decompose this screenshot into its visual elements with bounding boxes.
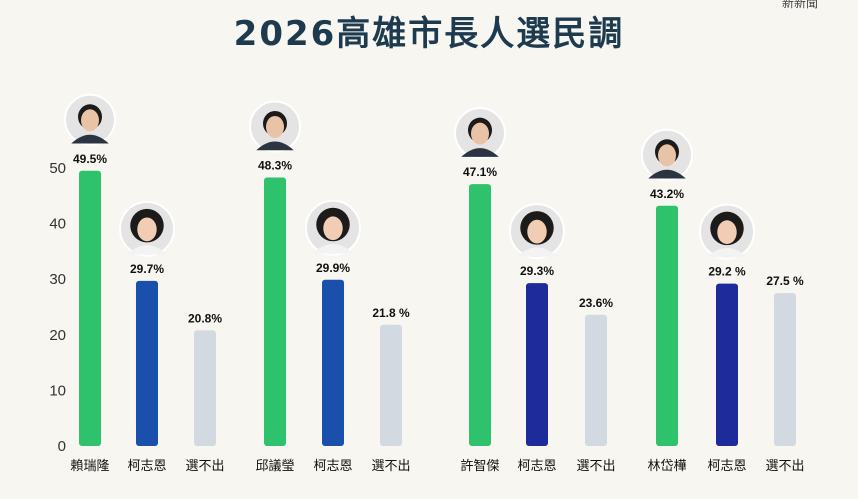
bar-value-label: 29.7% [130, 262, 164, 276]
category-label: 許智傑 [460, 459, 499, 474]
y-tick-label: 50 [49, 160, 66, 177]
y-tick-label: 0 [58, 438, 66, 455]
bar [585, 314, 607, 446]
watermark-text: 新新聞 [781, 0, 818, 10]
ko-chih-en-photo-icon [305, 199, 361, 256]
bar [194, 330, 216, 446]
y-tick-label: 20 [49, 327, 66, 344]
ko-chih-en-photo-icon [699, 203, 755, 260]
bar-value-label: 23.6% [579, 296, 613, 310]
bar [380, 324, 402, 446]
bar [322, 279, 344, 446]
category-label: 林岱樺 [647, 459, 686, 474]
category-label: 選不出 [185, 459, 224, 474]
bar [716, 283, 738, 446]
candidate-photo-icon [249, 100, 301, 153]
category-label: 柯志恩 [313, 459, 352, 474]
ko-chih-en-photo-icon [119, 200, 175, 257]
ko-chih-en-photo-icon [509, 203, 565, 260]
category-label: 選不出 [371, 459, 410, 474]
bar [656, 205, 678, 446]
y-tick-label: 30 [49, 271, 66, 288]
bar [526, 283, 548, 446]
category-label: 賴瑞隆 [70, 459, 109, 474]
bar [774, 293, 796, 446]
category-label: 柯志恩 [707, 459, 746, 474]
chart-title: 2026高雄市長人選民調 [233, 14, 625, 54]
bar [79, 170, 101, 446]
y-tick-label: 40 [49, 216, 66, 233]
bar-value-label: 48.3% [258, 158, 292, 172]
candidate-photo-icon [641, 128, 693, 181]
category-label: 選不出 [576, 459, 615, 474]
bar-value-label: 49.5% [73, 152, 107, 166]
bar [264, 177, 286, 446]
category-label: 選不出 [765, 459, 804, 474]
bar-value-label: 47.1% [463, 165, 497, 179]
bar-value-label: 29.3% [520, 264, 554, 278]
candidate-photo-icon [64, 93, 116, 146]
y-tick-label: 10 [49, 382, 66, 399]
category-label: 柯志恩 [517, 459, 556, 474]
bar-value-label: 29.9% [316, 261, 350, 275]
bar-value-label: 27.5 % [766, 274, 804, 288]
candidate-photo-icon [454, 107, 506, 160]
bar-value-label: 20.8% [188, 311, 222, 325]
bar [136, 280, 158, 446]
bar-value-label: 29.2 % [708, 265, 746, 279]
category-label: 邱議瑩 [255, 459, 294, 474]
category-label: 柯志恩 [127, 459, 166, 474]
bar-value-label: 21.8 % [372, 306, 410, 320]
bar [469, 184, 491, 446]
bar-value-label: 43.2% [650, 187, 684, 201]
